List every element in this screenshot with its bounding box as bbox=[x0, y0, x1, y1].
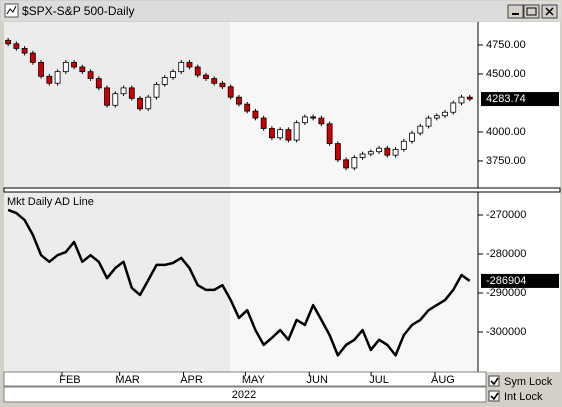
candle-body bbox=[326, 123, 333, 144]
candle-body bbox=[211, 78, 218, 84]
candle-body bbox=[21, 48, 28, 54]
y-tick-label: -280000 bbox=[486, 248, 526, 260]
candle-body bbox=[277, 129, 284, 139]
candle-body bbox=[54, 71, 61, 84]
y-tick-label: 3750.00 bbox=[486, 155, 526, 167]
candle-body bbox=[384, 147, 391, 156]
candle-body bbox=[392, 148, 399, 156]
candle-body bbox=[38, 61, 44, 77]
candle-body bbox=[260, 117, 267, 129]
x-tick-label: MAY bbox=[242, 374, 266, 386]
shade-bottom bbox=[4, 192, 230, 372]
checkbox[interactable] bbox=[488, 375, 500, 387]
candle-body bbox=[62, 61, 69, 73]
candle-body bbox=[442, 111, 448, 117]
candle-body bbox=[310, 116, 317, 119]
checkbox[interactable] bbox=[488, 390, 500, 402]
candle-body bbox=[46, 75, 53, 84]
candle-body bbox=[367, 151, 374, 155]
candle-body bbox=[376, 147, 382, 153]
y-tick-label: 4500.00 bbox=[486, 68, 526, 80]
window-title: $SPX-S&P 500-Daily bbox=[22, 4, 135, 18]
candle-body bbox=[161, 77, 168, 85]
x-tick-label: APR bbox=[180, 374, 203, 386]
candle-body bbox=[194, 66, 201, 76]
last-value-label: -286904 bbox=[486, 275, 526, 287]
x-tick-label: JUN bbox=[307, 374, 328, 386]
y-tick-label: 4750.00 bbox=[486, 39, 526, 51]
candle-body bbox=[178, 61, 185, 73]
candle-body bbox=[433, 115, 440, 119]
checkmark bbox=[490, 377, 499, 386]
candle-body bbox=[269, 128, 275, 139]
x-tick-label: FEB bbox=[59, 374, 80, 386]
maximize-glyph bbox=[526, 7, 537, 16]
window-buttons[interactable] bbox=[507, 4, 558, 19]
year-strip bbox=[3, 386, 487, 403]
checkmark bbox=[490, 392, 499, 401]
checkbox-label[interactable]: Int Lock bbox=[504, 391, 543, 403]
candle-body bbox=[425, 117, 432, 127]
ad-line bbox=[7, 208, 471, 357]
x-tick-label: JUL bbox=[369, 374, 389, 386]
candle-body bbox=[400, 140, 407, 150]
candle-body bbox=[293, 122, 300, 141]
candle-body bbox=[153, 84, 160, 98]
minimize-button[interactable] bbox=[507, 4, 524, 19]
candle-body bbox=[29, 52, 36, 63]
candle-body bbox=[71, 61, 77, 68]
candle-body bbox=[112, 93, 119, 106]
panel-title: Mkt Daily AD Line bbox=[7, 196, 94, 208]
candle-body bbox=[87, 71, 94, 80]
candle-body bbox=[334, 143, 341, 161]
candle-body bbox=[128, 87, 135, 99]
candle-body bbox=[409, 132, 415, 142]
y-tick-label: -300000 bbox=[486, 326, 526, 338]
icon-glyph bbox=[6, 5, 17, 15]
y-tick-label: 4000.00 bbox=[486, 126, 526, 138]
candle-body bbox=[137, 97, 143, 110]
candle-body bbox=[219, 82, 226, 88]
candle-body bbox=[227, 86, 234, 98]
candle-body bbox=[104, 87, 110, 106]
candle-body bbox=[343, 159, 350, 169]
last-value-label: 4283.74 bbox=[486, 93, 526, 105]
candle-body bbox=[5, 39, 12, 45]
candle-body bbox=[318, 117, 325, 125]
candle-body bbox=[359, 153, 366, 158]
candle-body bbox=[351, 157, 358, 169]
candle-body bbox=[170, 71, 176, 78]
candle-body bbox=[79, 66, 86, 73]
y-tick-label: -290000 bbox=[486, 287, 526, 299]
close-glyph bbox=[545, 7, 554, 16]
candle-body bbox=[120, 87, 127, 95]
candle-body bbox=[285, 129, 292, 141]
candle-body bbox=[244, 103, 251, 112]
candle-body bbox=[417, 125, 424, 134]
checkbox-label[interactable]: Sym Lock bbox=[504, 376, 553, 388]
last-value-box bbox=[481, 273, 559, 288]
x-tick-label: MAR bbox=[115, 374, 140, 386]
candle-body bbox=[301, 116, 308, 124]
shade-bottom-right bbox=[230, 192, 478, 372]
candle-body bbox=[252, 110, 259, 119]
candle-body bbox=[458, 96, 465, 104]
candle-body bbox=[186, 61, 193, 68]
x-tick-label: AUG bbox=[431, 374, 455, 386]
candle-body bbox=[145, 96, 152, 110]
last-value-box bbox=[481, 92, 559, 107]
y-tick-label: -270000 bbox=[486, 209, 526, 221]
year-label: 2022 bbox=[232, 389, 256, 401]
candle-body bbox=[236, 96, 242, 105]
maximize-button[interactable] bbox=[523, 4, 540, 19]
candle-body bbox=[95, 78, 102, 89]
candle-body bbox=[450, 102, 457, 113]
candle-body bbox=[13, 43, 20, 49]
panel-separator bbox=[3, 187, 561, 193]
title-bar bbox=[1, 1, 561, 21]
candle-body bbox=[466, 96, 473, 100]
candle-body bbox=[203, 74, 209, 80]
